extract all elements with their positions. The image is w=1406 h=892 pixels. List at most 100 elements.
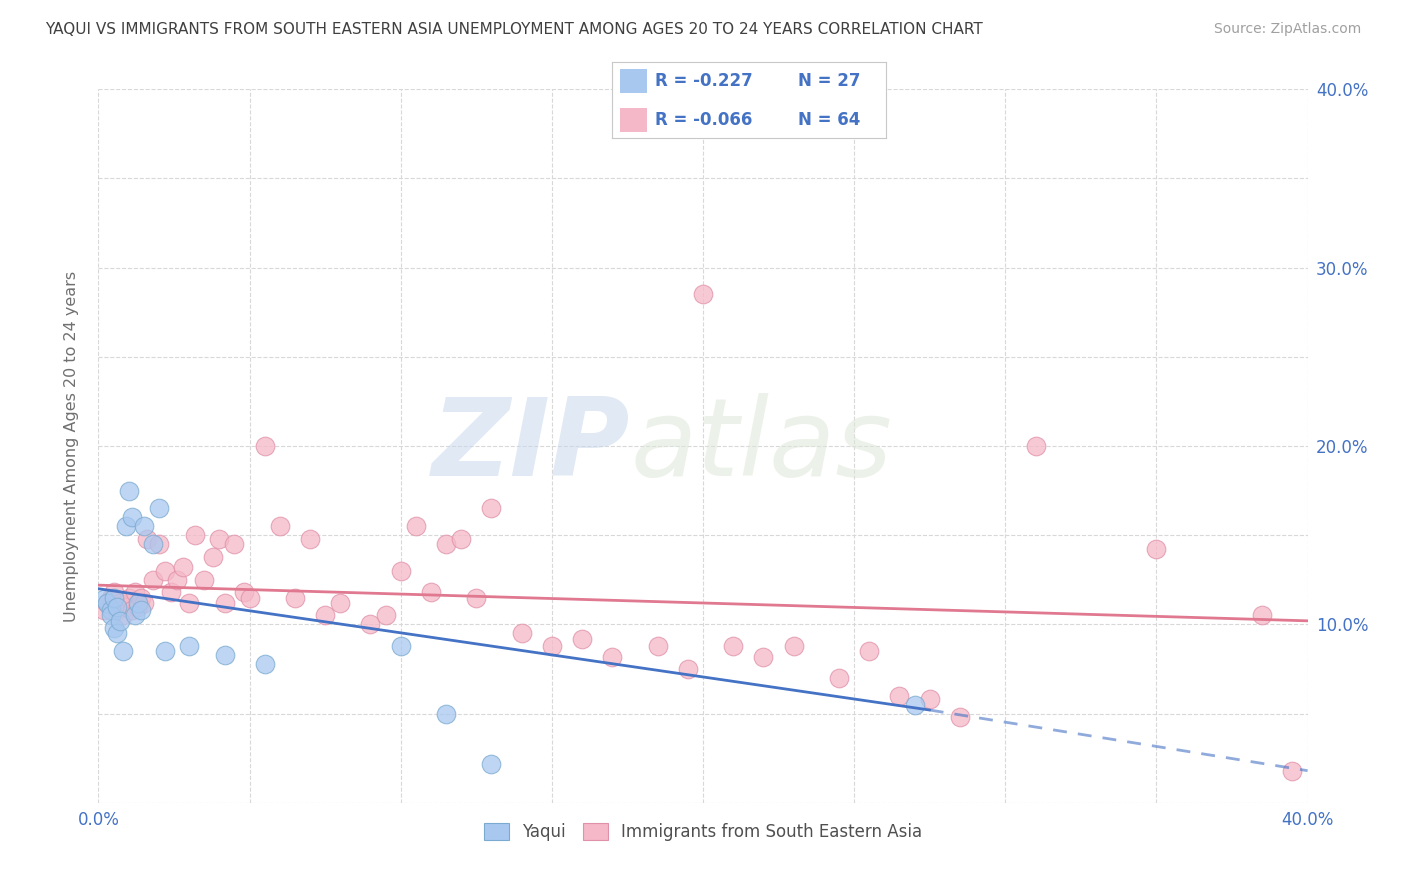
Point — [434, 537, 457, 551]
Point — [214, 596, 236, 610]
Point — [118, 591, 141, 605]
Point — [329, 596, 352, 610]
Point — [676, 662, 699, 676]
Point — [193, 573, 215, 587]
Point — [239, 591, 262, 605]
Point — [214, 648, 236, 662]
Bar — [620, 108, 647, 132]
Point — [129, 591, 152, 605]
Point — [540, 639, 562, 653]
Point — [114, 599, 136, 614]
Point — [481, 501, 503, 516]
Point — [692, 287, 714, 301]
Point — [121, 603, 143, 617]
Point — [142, 537, 165, 551]
Bar — [620, 69, 647, 93]
Point — [405, 519, 427, 533]
Point — [783, 639, 806, 653]
Point — [148, 537, 170, 551]
Point — [93, 603, 115, 617]
Text: R = -0.227: R = -0.227 — [655, 71, 754, 89]
Point — [96, 596, 118, 610]
Point — [949, 710, 972, 724]
Point — [166, 573, 188, 587]
Point — [481, 756, 503, 771]
Point — [132, 596, 155, 610]
Point — [904, 698, 927, 712]
Point — [153, 564, 176, 578]
Point — [202, 549, 225, 564]
Point — [232, 585, 254, 599]
Point — [253, 657, 276, 671]
Point — [450, 532, 472, 546]
Point — [420, 585, 443, 599]
Point — [103, 585, 125, 599]
Point — [108, 596, 131, 610]
Point — [132, 519, 155, 533]
Point — [389, 639, 412, 653]
Point — [96, 596, 118, 610]
Point — [148, 501, 170, 516]
Point — [889, 689, 911, 703]
Text: YAQUI VS IMMIGRANTS FROM SOUTH EASTERN ASIA UNEMPLOYMENT AMONG AGES 20 TO 24 YEA: YAQUI VS IMMIGRANTS FROM SOUTH EASTERN A… — [45, 22, 983, 37]
Point — [142, 573, 165, 587]
Point — [647, 639, 669, 653]
Point — [105, 626, 128, 640]
Point — [111, 644, 134, 658]
Point — [510, 626, 533, 640]
Text: N = 64: N = 64 — [799, 112, 860, 129]
Legend: Yaqui, Immigrants from South Eastern Asia: Yaqui, Immigrants from South Eastern Asi… — [477, 816, 929, 848]
Point — [172, 560, 194, 574]
Point — [360, 617, 382, 632]
Point — [752, 649, 775, 664]
Point — [135, 532, 157, 546]
Point — [127, 599, 149, 614]
Point — [179, 639, 201, 653]
Point — [124, 608, 146, 623]
Point — [111, 608, 134, 623]
Point — [160, 585, 183, 599]
Point — [114, 519, 136, 533]
Point — [124, 585, 146, 599]
Point — [208, 532, 231, 546]
Point — [129, 603, 152, 617]
Point — [153, 644, 176, 658]
Point — [100, 608, 122, 623]
Point — [1251, 608, 1274, 623]
Point — [314, 608, 336, 623]
Point — [127, 596, 149, 610]
Point — [374, 608, 396, 623]
Point — [93, 592, 115, 607]
Point — [179, 596, 201, 610]
Point — [253, 439, 276, 453]
Point — [100, 603, 122, 617]
Point — [118, 483, 141, 498]
Point — [121, 510, 143, 524]
Point — [108, 614, 131, 628]
Point — [184, 528, 207, 542]
Text: ZIP: ZIP — [432, 393, 630, 499]
Point — [103, 591, 125, 605]
Text: R = -0.066: R = -0.066 — [655, 112, 752, 129]
Point — [224, 537, 246, 551]
Point — [1281, 764, 1303, 778]
Point — [284, 591, 307, 605]
Point — [434, 706, 457, 721]
Point — [269, 519, 291, 533]
Point — [571, 632, 593, 646]
Point — [828, 671, 851, 685]
Text: N = 27: N = 27 — [799, 71, 860, 89]
Point — [105, 603, 128, 617]
Point — [1024, 439, 1046, 453]
Point — [1144, 542, 1167, 557]
Point — [723, 639, 745, 653]
Point — [299, 532, 322, 546]
Point — [389, 564, 412, 578]
Point — [918, 692, 941, 706]
Text: Source: ZipAtlas.com: Source: ZipAtlas.com — [1213, 22, 1361, 37]
Point — [858, 644, 880, 658]
Y-axis label: Unemployment Among Ages 20 to 24 years: Unemployment Among Ages 20 to 24 years — [65, 270, 79, 622]
Point — [103, 621, 125, 635]
Point — [105, 599, 128, 614]
Point — [100, 591, 122, 605]
